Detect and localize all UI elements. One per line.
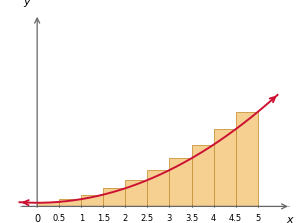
Bar [214,129,236,206]
Text: 1: 1 [79,214,84,223]
Text: 0.5: 0.5 [53,214,66,223]
Bar [103,188,125,206]
Bar [236,112,258,206]
Text: 3.5: 3.5 [185,214,198,223]
Bar [169,158,191,206]
Text: 2.5: 2.5 [141,214,154,223]
Text: 1.5: 1.5 [97,214,110,223]
Text: 4.5: 4.5 [229,214,242,223]
Bar [125,180,147,206]
Bar [147,170,169,206]
Text: y: y [23,0,29,7]
Text: 0: 0 [34,214,40,223]
Bar [59,199,81,206]
Text: 5: 5 [255,214,260,223]
Text: 3: 3 [167,214,172,223]
Bar [37,202,59,206]
Text: x: x [286,215,293,223]
Bar [81,195,103,206]
Text: 4: 4 [211,214,216,223]
Bar [191,145,214,206]
Text: 2: 2 [123,214,128,223]
